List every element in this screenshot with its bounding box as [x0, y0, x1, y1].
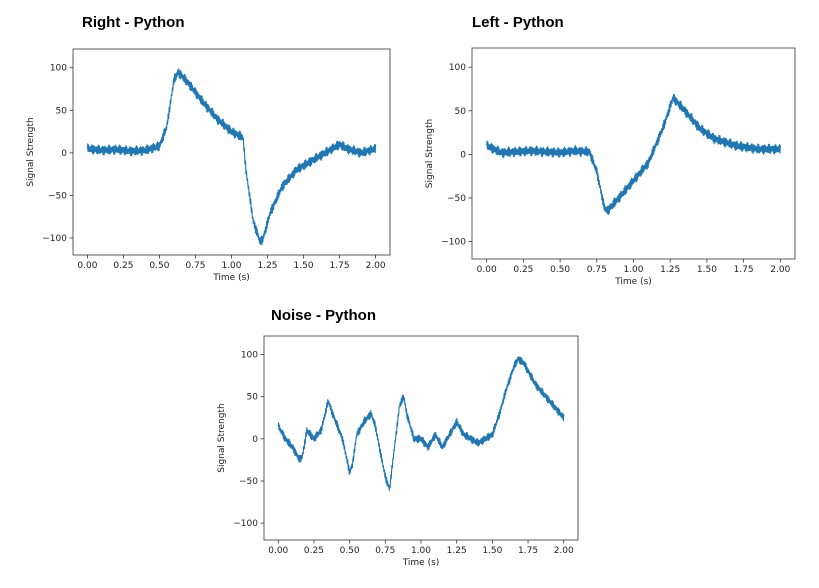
- y-tick-label: 50: [455, 107, 467, 117]
- x-tick-label: 0.00: [477, 265, 497, 275]
- y-tick-label: 100: [50, 64, 67, 74]
- x-axis-label: Time (s): [402, 558, 440, 568]
- y-tick-label: 100: [241, 351, 258, 361]
- y-tick-label: −50: [239, 477, 258, 487]
- x-tick-label: 1.25: [660, 265, 680, 275]
- y-tick-label: −50: [48, 191, 67, 201]
- x-tick-label: 0.75: [375, 546, 395, 556]
- x-tick-label: 0.00: [77, 261, 97, 271]
- chart-title-noise: Noise - Python: [271, 307, 377, 324]
- x-tick-label: 1.00: [411, 546, 431, 556]
- y-axis-label: Signal Strength: [26, 117, 36, 186]
- x-tick-label: 2.00: [366, 261, 386, 271]
- series-line: [277, 356, 565, 492]
- chart-right: 0.00 0.25 0.50 0.75 1.00 1.25 1.50 1.75 2.00 −100…: [26, 48, 391, 283]
- x-tick-label: 0.75: [587, 265, 607, 275]
- y-tick-label: −100: [233, 519, 258, 529]
- x-axis-label: Time (s): [212, 273, 250, 283]
- chart-title-right: Right - Python: [82, 14, 185, 31]
- x-tick-label: 1.50: [697, 265, 717, 275]
- y-tick-label: −100: [441, 238, 466, 248]
- y-tick-label: 0: [460, 150, 466, 160]
- x-tick-label: 0.00: [268, 546, 288, 556]
- x-tick-label: 0.50: [340, 546, 360, 556]
- chart-title-left: Left - Python: [472, 14, 564, 31]
- x-tick-label: 0.25: [113, 261, 133, 271]
- x-tick-label: 1.75: [330, 261, 350, 271]
- series-line: [86, 68, 377, 246]
- y-tick-label: 100: [449, 63, 466, 73]
- chart-left: 0.00 0.25 0.50 0.75 1.00 1.25 1.50 1.75 2.00 −100…: [425, 47, 796, 287]
- y-tick-label: 50: [247, 393, 259, 403]
- x-tick-label: 1.00: [623, 265, 643, 275]
- x-tick-label: 0.50: [149, 261, 169, 271]
- x-tick-label: 0.50: [550, 265, 570, 275]
- series-line: [486, 93, 781, 216]
- x-tick-label: 0.75: [185, 261, 205, 271]
- y-tick-label: −100: [42, 234, 67, 244]
- y-tick-label: 0: [61, 149, 67, 159]
- y-axis-label: Signal Strength: [217, 403, 227, 472]
- y-tick-label: 50: [56, 106, 68, 116]
- x-tick-label: 0.25: [513, 265, 533, 275]
- x-tick-label: 2.00: [770, 265, 790, 275]
- x-tick-label: 1.50: [294, 261, 314, 271]
- x-tick-label: 1.75: [518, 546, 538, 556]
- y-tick-label: 0: [252, 435, 258, 445]
- x-tick-label: 1.25: [257, 261, 277, 271]
- y-axis-label: Signal Strength: [425, 119, 435, 188]
- x-tick-label: 2.00: [554, 546, 574, 556]
- x-tick-label: 1.50: [482, 546, 502, 556]
- x-tick-label: 1.75: [734, 265, 754, 275]
- x-tick-label: 1.25: [447, 546, 467, 556]
- x-tick-label: 1.00: [221, 261, 241, 271]
- x-axis-label: Time (s): [614, 277, 652, 287]
- y-tick-label: −50: [447, 194, 466, 204]
- x-tick-label: 0.25: [304, 546, 324, 556]
